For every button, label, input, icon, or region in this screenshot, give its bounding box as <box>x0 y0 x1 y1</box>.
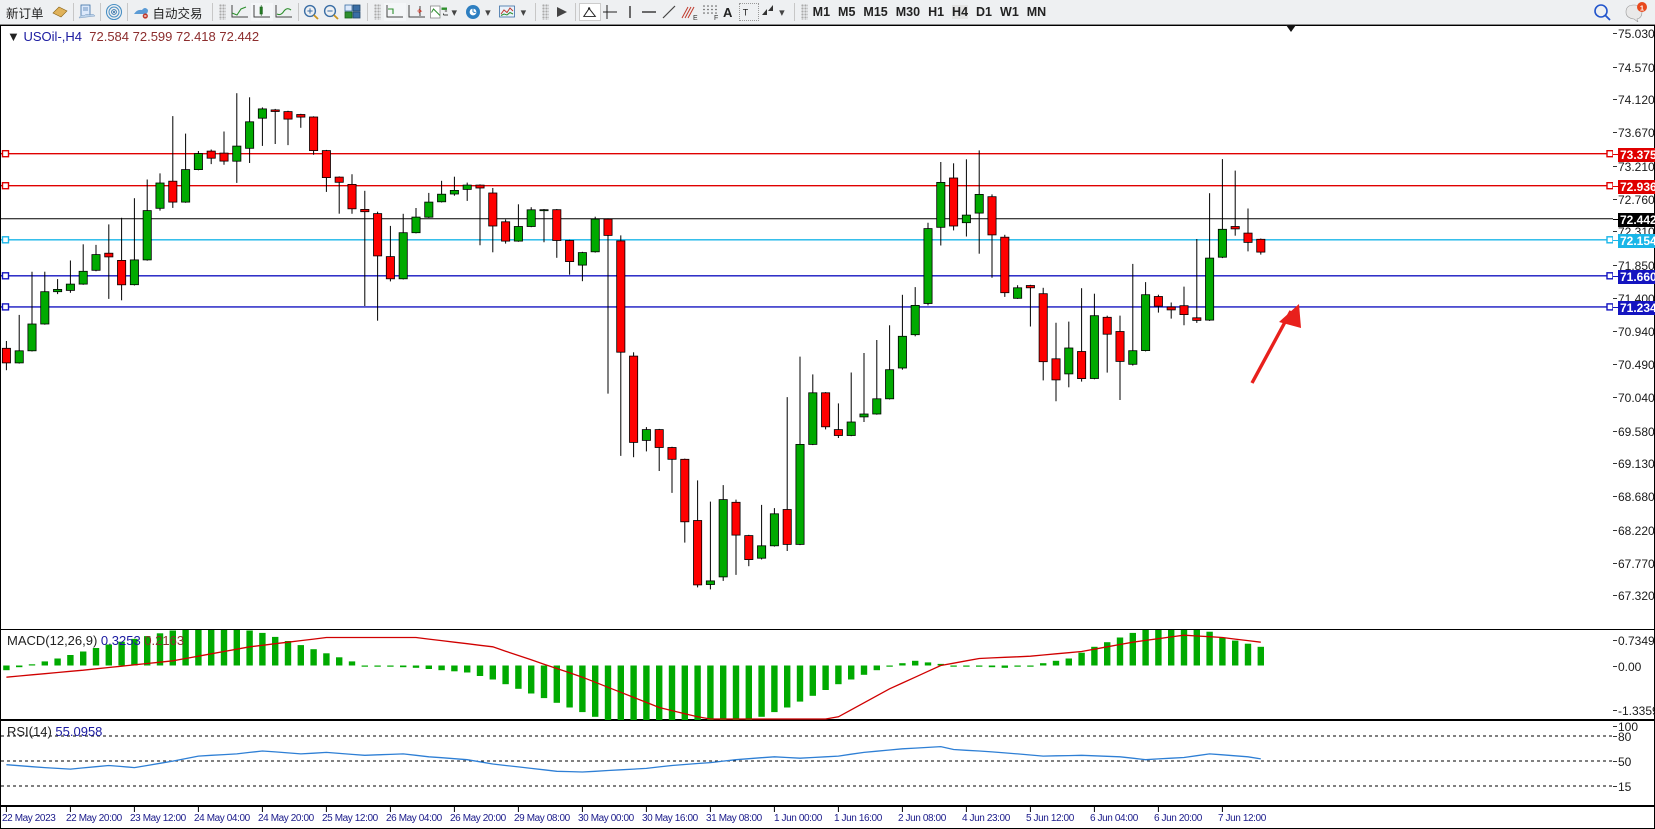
svg-text:A: A <box>723 5 733 20</box>
svg-text:1: 1 <box>1640 4 1644 13</box>
svg-text:T: T <box>743 8 749 18</box>
svg-text:E: E <box>693 15 698 21</box>
svg-text:F: F <box>714 15 718 21</box>
